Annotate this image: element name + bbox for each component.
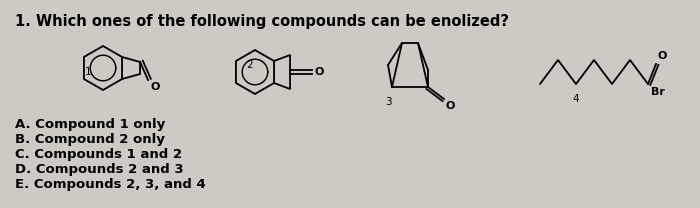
Text: 4: 4 xyxy=(573,94,580,104)
Text: O: O xyxy=(658,51,667,61)
Text: B. Compound 2 only: B. Compound 2 only xyxy=(15,133,165,146)
Text: 2: 2 xyxy=(246,60,253,70)
Text: C. Compounds 1 and 2: C. Compounds 1 and 2 xyxy=(15,148,182,161)
Text: 3: 3 xyxy=(385,97,391,107)
Text: D. Compounds 2 and 3: D. Compounds 2 and 3 xyxy=(15,163,183,176)
Text: O: O xyxy=(150,82,160,92)
Text: 1: 1 xyxy=(85,67,91,77)
Text: A. Compound 1 only: A. Compound 1 only xyxy=(15,118,165,131)
Text: Br: Br xyxy=(651,87,665,97)
Text: E. Compounds 2, 3, and 4: E. Compounds 2, 3, and 4 xyxy=(15,178,206,191)
Text: O: O xyxy=(314,67,323,77)
Text: O: O xyxy=(446,101,456,111)
Text: 1. Which ones of the following compounds can be enolized?: 1. Which ones of the following compounds… xyxy=(15,14,509,29)
